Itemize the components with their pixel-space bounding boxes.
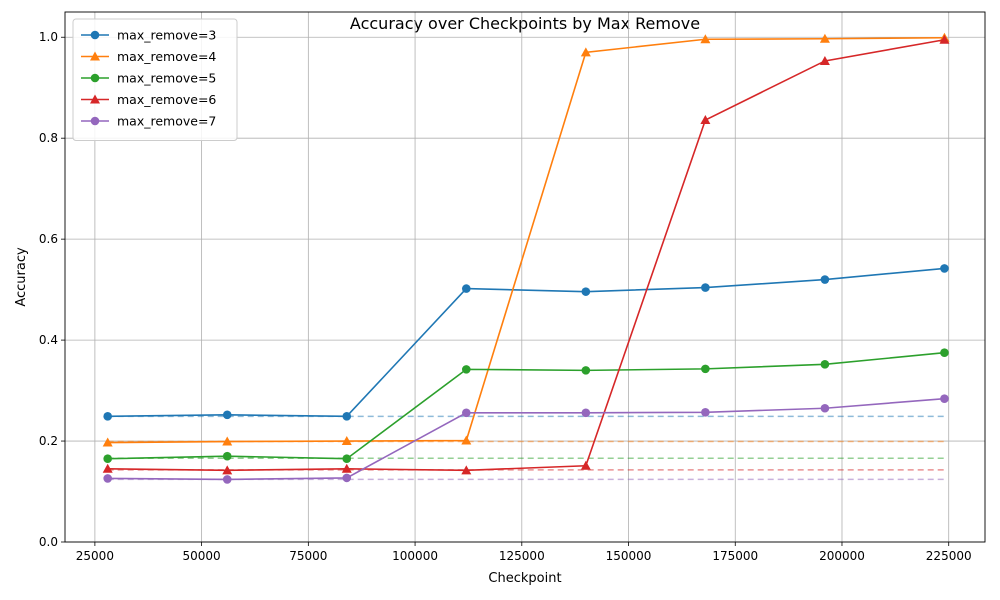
x-tick-label: 100000 bbox=[392, 549, 438, 563]
x-tick-label: 225000 bbox=[926, 549, 972, 563]
plot-frame bbox=[64, 11, 986, 543]
series-line bbox=[107, 267, 945, 418]
series-line bbox=[107, 38, 945, 472]
data-point bbox=[939, 34, 950, 44]
legend-swatch-marker bbox=[90, 116, 100, 126]
data-point bbox=[461, 408, 471, 418]
legend-entry-label: max_remove=5 bbox=[117, 71, 216, 86]
legend-entry-label: max_remove=6 bbox=[117, 92, 216, 107]
data-point bbox=[102, 463, 113, 473]
y-tick-label: 0.0 bbox=[39, 535, 58, 549]
x-tick-label: 25000 bbox=[76, 549, 114, 563]
series-group bbox=[102, 32, 950, 484]
data-point bbox=[701, 283, 710, 292]
data-point bbox=[940, 394, 949, 403]
data-point bbox=[342, 473, 352, 483]
legend-swatch-marker bbox=[90, 94, 100, 104]
series-line-group bbox=[102, 34, 950, 475]
data-point bbox=[701, 407, 710, 417]
x-axis-label: Checkpoint bbox=[488, 571, 561, 586]
x-axis-ticks: 25000 50000 75000 100000 125000 150000 175000 2… bbox=[76, 542, 972, 563]
series-line-group bbox=[103, 264, 949, 421]
legend-swatch-marker bbox=[90, 30, 100, 40]
x-tick-label: 175000 bbox=[712, 549, 758, 563]
data-point bbox=[341, 463, 352, 473]
data-point bbox=[461, 435, 472, 445]
data-point bbox=[701, 364, 710, 374]
y-tick-label: 0.8 bbox=[39, 131, 58, 145]
y-tick-label: 0.2 bbox=[39, 434, 58, 448]
legend-entry-label: max_remove=4 bbox=[117, 49, 216, 64]
legend-entry-label: max_remove=3 bbox=[117, 28, 216, 43]
legend-swatch-marker bbox=[90, 51, 100, 61]
x-tick-label: 50000 bbox=[183, 549, 221, 563]
data-point bbox=[940, 348, 949, 358]
series-line bbox=[107, 36, 945, 444]
data-point bbox=[820, 403, 830, 413]
y-tick-label: 1.0 bbox=[39, 30, 58, 44]
chart-title: Accuracy over Checkpoints by Max Remove bbox=[350, 14, 700, 33]
y-tick-label: 0.6 bbox=[39, 232, 58, 246]
data-point bbox=[581, 408, 591, 418]
x-tick-label: 150000 bbox=[606, 549, 652, 563]
x-tick-label: 125000 bbox=[499, 549, 545, 563]
data-point bbox=[222, 465, 233, 475]
x-tick-label: 200000 bbox=[819, 549, 865, 563]
y-axis-ticks: 0.0 0.2 0.4 0.6 0.8 1.0 bbox=[39, 30, 65, 549]
data-point bbox=[222, 475, 232, 484]
data-point bbox=[580, 47, 591, 57]
data-point bbox=[940, 264, 949, 273]
y-axis-label: Accuracy bbox=[14, 247, 29, 307]
legend-entry-label: max_remove=7 bbox=[117, 114, 216, 129]
data-point bbox=[342, 454, 352, 464]
data-point bbox=[341, 436, 352, 446]
data-point bbox=[819, 33, 830, 43]
data-point bbox=[342, 412, 352, 421]
data-point bbox=[103, 412, 112, 421]
series-line-group bbox=[103, 394, 949, 484]
data-point bbox=[820, 275, 830, 284]
data-point bbox=[820, 360, 830, 369]
data-point bbox=[222, 436, 233, 446]
data-point bbox=[103, 454, 112, 464]
data-point bbox=[222, 410, 232, 420]
data-point bbox=[103, 474, 112, 483]
data-point bbox=[461, 365, 471, 374]
data-point bbox=[581, 287, 591, 296]
y-tick-label: 0.4 bbox=[39, 333, 58, 347]
legend-swatch-marker bbox=[90, 73, 100, 83]
series-line bbox=[107, 351, 945, 460]
data-point bbox=[461, 465, 472, 475]
series-line-group bbox=[103, 348, 949, 464]
legend-box bbox=[72, 18, 238, 141]
data-point bbox=[700, 115, 711, 125]
data-point bbox=[222, 451, 232, 461]
data-point bbox=[819, 55, 830, 65]
x-tick-label: 75000 bbox=[289, 549, 327, 563]
legend: max_remove=3 max_remove=4 max_remove=5 max_… bbox=[72, 18, 238, 141]
data-point bbox=[102, 437, 113, 447]
data-point bbox=[580, 460, 591, 470]
data-point bbox=[700, 34, 711, 44]
data-point bbox=[581, 366, 591, 375]
series-line bbox=[107, 397, 945, 481]
data-point bbox=[461, 284, 471, 293]
